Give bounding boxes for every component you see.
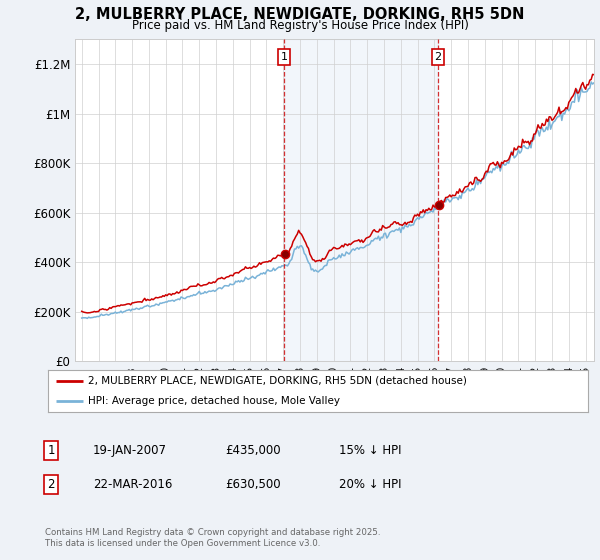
Text: 2: 2 [47,478,55,491]
Text: HPI: Average price, detached house, Mole Valley: HPI: Average price, detached house, Mole… [89,396,341,406]
Text: 19-JAN-2007: 19-JAN-2007 [93,444,167,458]
Text: Contains HM Land Registry data © Crown copyright and database right 2025.
This d: Contains HM Land Registry data © Crown c… [45,528,380,548]
Text: 20% ↓ HPI: 20% ↓ HPI [339,478,401,491]
Text: 1: 1 [281,52,287,62]
Text: 1: 1 [47,444,55,458]
Text: £435,000: £435,000 [225,444,281,458]
Text: £630,500: £630,500 [225,478,281,491]
Text: 2, MULBERRY PLACE, NEWDIGATE, DORKING, RH5 5DN (detached house): 2, MULBERRY PLACE, NEWDIGATE, DORKING, R… [89,376,467,386]
Text: 15% ↓ HPI: 15% ↓ HPI [339,444,401,458]
Bar [284,39,438,361]
Text: Price paid vs. HM Land Registry's House Price Index (HPI): Price paid vs. HM Land Registry's House … [131,19,469,32]
Text: 2, MULBERRY PLACE, NEWDIGATE, DORKING, RH5 5DN: 2, MULBERRY PLACE, NEWDIGATE, DORKING, R… [76,7,524,22]
Text: 22-MAR-2016: 22-MAR-2016 [93,478,172,491]
Text: 2: 2 [434,52,442,62]
